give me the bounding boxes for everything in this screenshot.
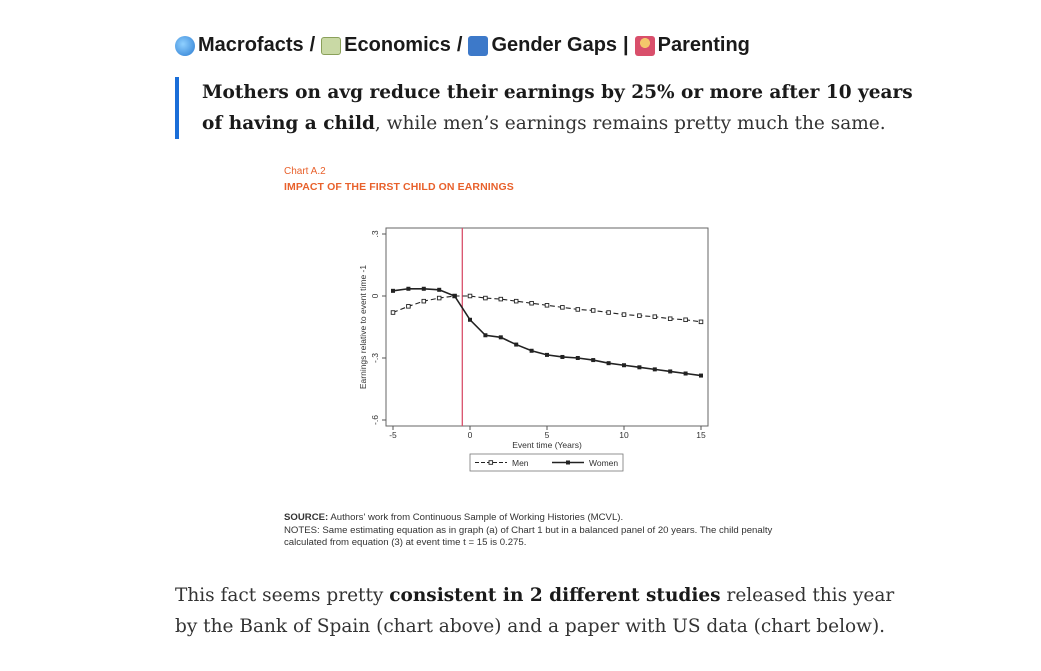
breadcrumb-item-economics[interactable]: Economics: [321, 34, 451, 57]
x-tick-label: 15: [696, 430, 706, 440]
point-women: [668, 369, 673, 374]
paragraph-text: This fact seems pretty: [175, 585, 390, 606]
x-tick-label: -5: [389, 430, 397, 440]
money-icon: [321, 36, 342, 55]
chart-source: SOURCE: Authors' work from Continuous Sa…: [284, 512, 794, 550]
point-women: [498, 335, 503, 340]
breadcrumb-separator: |: [623, 34, 629, 56]
point-women: [529, 348, 534, 353]
point-men: [590, 308, 596, 313]
point-men: [637, 313, 642, 318]
legend-label-men: Men: [512, 458, 529, 468]
x-axis-label: Event time (Years): [512, 440, 582, 450]
breadcrumb-separator: /: [456, 34, 463, 56]
line-chart: -5 0 5 10 15 .3 0 -.3 -.6 Event time (Years) Earni…: [358, 227, 709, 472]
family-icon: [634, 35, 655, 56]
breadcrumb-item-gender-gaps[interactable]: Gender Gaps: [468, 34, 617, 57]
point-men: [652, 314, 658, 319]
point-men: [390, 310, 396, 315]
y-tick-label: .3: [370, 230, 380, 237]
series-line-men: [392, 295, 702, 323]
breadcrumb-label: Economics: [344, 34, 451, 56]
point-women: [545, 352, 549, 357]
point-men: [436, 295, 442, 301]
breadcrumb-label: Gender Gaps: [491, 34, 618, 56]
chart-kicker: Chart A.2: [284, 166, 326, 177]
point-women: [622, 363, 626, 368]
point-men: [606, 310, 611, 315]
source-label: SOURCE:: [284, 512, 329, 523]
point-women: [468, 317, 472, 322]
breadcrumb-label: Parenting: [657, 34, 750, 56]
paragraph-text: released this year by the Bank of Spain …: [175, 585, 895, 637]
point-women: [421, 286, 426, 291]
globe-icon: [175, 35, 195, 56]
point-women: [591, 358, 596, 363]
x-tick-label: 0: [468, 430, 473, 440]
y-tick-label: 0: [370, 293, 380, 298]
point-women: [452, 294, 457, 298]
point-women: [699, 373, 703, 378]
point-women: [683, 371, 688, 376]
quote-bold-text: Mothers on avg reduce their earnings by …: [202, 82, 913, 134]
y-tick-label: -.3: [370, 353, 380, 363]
legend-marker-men: [488, 460, 494, 465]
point-men: [575, 307, 581, 312]
point-women: [575, 356, 580, 360]
point-women: [391, 288, 395, 293]
point-men: [698, 319, 704, 325]
point-men: [406, 304, 411, 309]
plot-frame: [385, 227, 709, 427]
point-women: [437, 287, 442, 292]
point-women: [560, 354, 565, 359]
point-men: [483, 295, 488, 301]
point-men: [467, 293, 473, 299]
source-text: Authors' work from Continuous Sample of …: [328, 512, 624, 523]
point-women: [606, 361, 611, 366]
legend-box: [469, 453, 624, 472]
point-men: [560, 305, 565, 310]
chart-notes: NOTES: Same estimating equation as in gr…: [284, 524, 773, 549]
y-tick-label: -.6: [370, 415, 380, 425]
point-women: [637, 365, 642, 370]
quote-rest-text: , while men’s earnings remains pretty mu…: [374, 113, 886, 134]
key-fact-quote: Mothers on avg reduce their earnings by …: [175, 77, 922, 139]
point-men: [529, 300, 534, 306]
chart-figure: Chart A.2 IMPACT OF THE FIRST CHILD ON E…: [278, 160, 798, 560]
point-men: [513, 298, 519, 304]
x-tick-label: 5: [545, 430, 550, 440]
series-line-women: [392, 287, 702, 377]
legend-label-women: Women: [589, 458, 618, 468]
point-men: [667, 316, 673, 321]
x-tick-label: 10: [619, 430, 629, 440]
point-men: [498, 296, 504, 302]
breadcrumb-label: Macrofacts: [198, 34, 304, 56]
y-axis-label: Earnings relative to event time -1: [358, 265, 368, 390]
point-men: [683, 317, 688, 323]
point-men: [421, 298, 427, 304]
point-women: [514, 342, 519, 347]
legend-marker-women: [566, 460, 570, 465]
breadcrumb-item-parenting[interactable]: Parenting: [634, 34, 750, 57]
point-women: [483, 333, 488, 338]
body-paragraph: This fact seems pretty consistent in 2 d…: [175, 580, 905, 642]
chart-title: IMPACT OF THE FIRST CHILD ON EARNINGS: [284, 181, 514, 193]
paragraph-bold-text: consistent in 2 different studies: [389, 585, 721, 606]
point-men: [544, 303, 550, 308]
breadcrumb: Macrofacts / Economics / Gender Gaps | P…: [175, 34, 750, 57]
point-men: [621, 312, 627, 317]
restroom-icon: [468, 35, 489, 56]
breadcrumb-item-macrofacts[interactable]: Macrofacts: [175, 34, 304, 57]
point-women: [652, 367, 657, 372]
breadcrumb-separator: /: [309, 34, 316, 56]
point-women: [406, 286, 411, 291]
